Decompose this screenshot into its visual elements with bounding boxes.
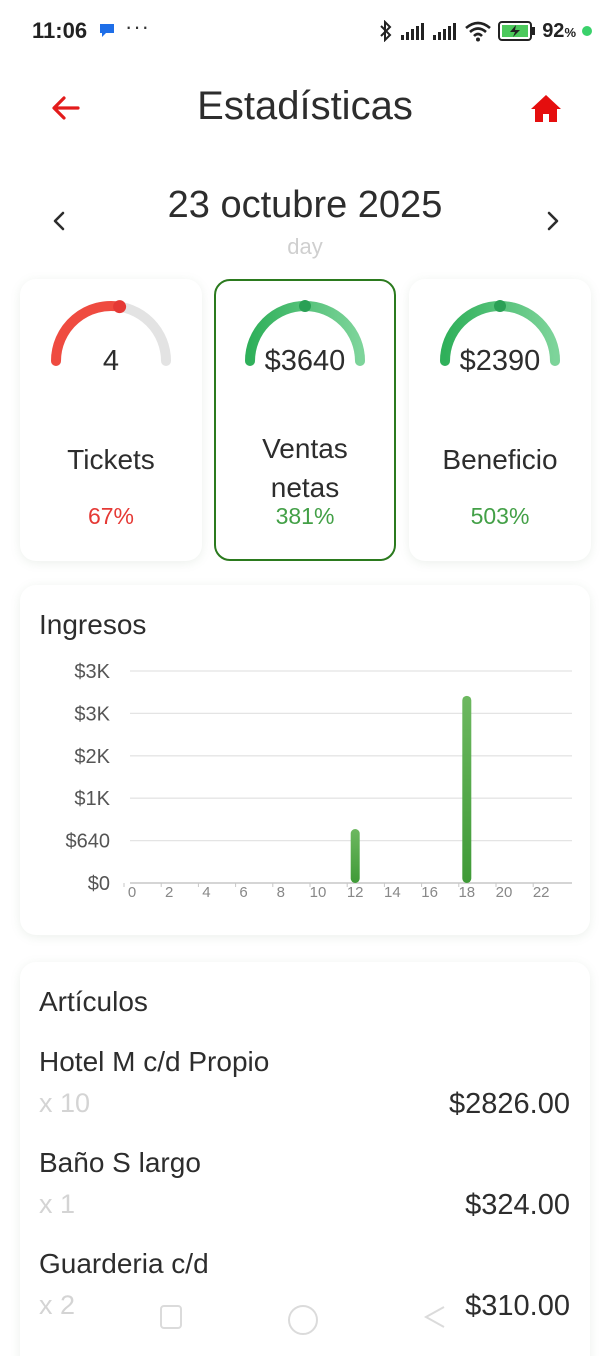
gauge-knob	[494, 300, 506, 312]
home-button[interactable]	[526, 90, 566, 126]
signal-icon	[401, 23, 425, 40]
back-nav-icon[interactable]	[422, 1303, 448, 1331]
income-bar[interactable]	[462, 695, 472, 883]
x-tick-label: 2	[165, 884, 173, 901]
article-row[interactable]: Baño S largo x 1 $324.00	[39, 1147, 570, 1237]
article-name: Hotel M c/d Propio	[39, 1046, 270, 1077]
bluetooth-icon	[380, 20, 392, 42]
battery-icon	[498, 21, 536, 41]
status-bar: 11:06 ··· 92%	[0, 0, 610, 62]
profit-percent: 503%	[470, 503, 530, 529]
signal-icon	[433, 23, 457, 40]
back-button[interactable]	[46, 90, 86, 126]
x-tick-label: 12	[347, 884, 364, 901]
article-price: $324.00	[465, 1189, 570, 1221]
x-tick-label: 4	[202, 884, 210, 901]
y-tick-label: $2K	[74, 746, 110, 768]
y-tick-label: $0	[88, 873, 110, 895]
net-sales-gauge	[245, 300, 365, 366]
x-tick-label: 20	[496, 884, 513, 901]
chevron-right-icon	[547, 211, 559, 231]
profit-label: Beneficio	[442, 444, 558, 475]
net-sales-label-line-2: netas	[270, 472, 340, 503]
income-bar[interactable]	[350, 829, 360, 883]
tickets-gauge	[51, 300, 171, 366]
wifi-icon	[465, 21, 492, 42]
tickets-value: 4	[102, 345, 120, 377]
y-tick-label: $1K	[74, 788, 110, 810]
tickets-percent: 67%	[87, 503, 135, 529]
chevron-left-icon	[53, 211, 65, 231]
arrow-left-icon	[52, 96, 80, 120]
article-quantity: x 2	[39, 1290, 76, 1320]
net-sales-percent: 381%	[275, 503, 335, 529]
x-tick-label: 18	[458, 884, 475, 901]
date-navigator: 23 octubre 2025 day	[0, 180, 610, 270]
recent-apps-icon[interactable]	[158, 1303, 184, 1331]
x-tick-label: 14	[384, 884, 401, 901]
home-icon	[531, 95, 561, 122]
tickets-label: Tickets	[67, 444, 155, 475]
articles-card: Artículos Hotel M c/d Propio x 10 $2826.…	[20, 962, 590, 1356]
x-tick-label: 10	[310, 884, 327, 901]
income-chart-card: Ingresos $0 $640 $1K $2K $3K $3K 0 2 4 6 8 10 12 14 16…	[20, 585, 590, 935]
indicator-dot	[582, 26, 592, 36]
article-name: Baño S largo	[39, 1147, 201, 1178]
net-sales-label-line-1: Ventas	[262, 433, 348, 464]
income-bar-chart: $0 $640 $1K $2K $3K $3K 0 2 4 6 8 10 12 14 16 18 20 22	[66, 661, 572, 901]
net-sales-value: $3640	[264, 345, 346, 377]
gauge-fill	[51, 301, 125, 366]
profit-value: $2390	[459, 345, 541, 377]
battery-level: 92%	[542, 19, 576, 42]
page-title: Estadísticas	[197, 84, 413, 128]
net-sales-card[interactable]: $3640 Ventas netas 381%	[214, 279, 396, 561]
x-tick-label: 0	[128, 884, 136, 901]
y-tick-label: $640	[66, 831, 111, 853]
article-row[interactable]: Guarderia c/d x 2 $310.00	[39, 1248, 570, 1338]
gauge-knob	[113, 300, 127, 314]
more-notifications-icon: ···	[125, 14, 150, 39]
status-time: 11:06	[32, 18, 88, 43]
x-tick-label: 22	[533, 884, 550, 901]
article-price: $2826.00	[449, 1088, 570, 1120]
x-tick-label: 6	[239, 884, 247, 901]
article-quantity: x 10	[39, 1088, 91, 1118]
home-nav-icon[interactable]	[286, 1303, 320, 1337]
selected-date[interactable]: 23 octubre 2025	[167, 184, 443, 226]
articles-title: Artículos	[39, 986, 148, 1017]
profit-card[interactable]: $2390 Beneficio 503%	[409, 279, 591, 561]
article-name: Guarderia c/d	[39, 1248, 209, 1279]
period-label: day	[287, 234, 323, 259]
x-tick-label: 8	[277, 884, 285, 901]
tickets-card[interactable]: 4 Tickets 67%	[20, 279, 202, 561]
y-tick-label: $3K	[74, 703, 110, 725]
status-icons: 92%	[378, 16, 592, 46]
chart-title: Ingresos	[39, 609, 147, 640]
y-tick-label: $3K	[74, 661, 110, 683]
article-row[interactable]: Hotel M c/d Propio x 10 $2826.00	[39, 1046, 570, 1136]
next-date-button[interactable]	[538, 206, 566, 236]
previous-date-button[interactable]	[46, 206, 74, 236]
article-price: $310.00	[465, 1290, 570, 1322]
x-tick-label: 16	[421, 884, 438, 901]
message-notification-icon	[100, 24, 114, 37]
profit-gauge	[440, 300, 560, 366]
gauge-knob	[299, 300, 311, 312]
article-quantity: x 1	[39, 1189, 76, 1219]
app-header: Estadísticas	[0, 76, 610, 140]
